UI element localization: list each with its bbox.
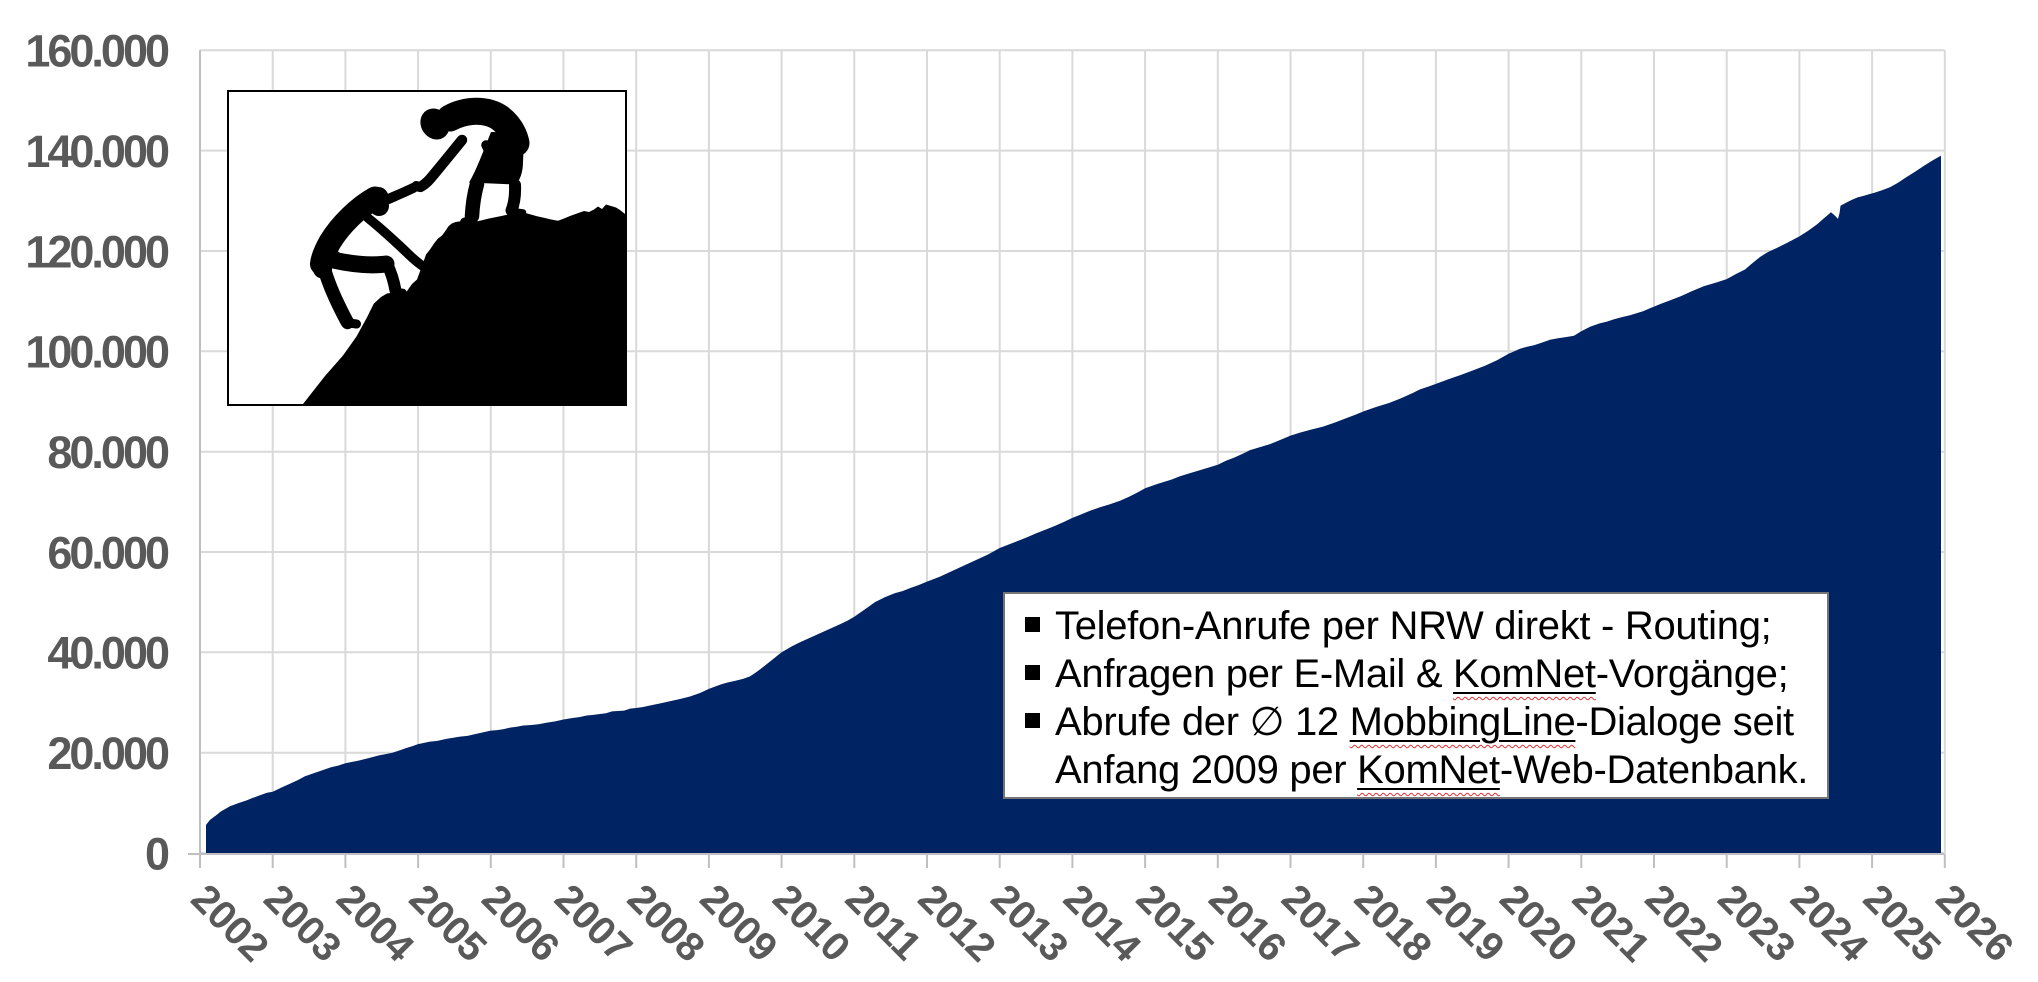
svg-text:0: 0 (145, 828, 169, 879)
svg-text:60.000: 60.000 (47, 527, 169, 578)
svg-text:80.000: 80.000 (47, 427, 169, 478)
svg-text:2004: 2004 (328, 876, 423, 971)
svg-text:2013: 2013 (982, 876, 1076, 970)
svg-text:100.000: 100.000 (25, 327, 169, 378)
svg-text:2016: 2016 (1200, 876, 1294, 970)
svg-text:20.000: 20.000 (47, 728, 169, 779)
svg-text:2007: 2007 (546, 876, 640, 970)
svg-text:2020: 2020 (1491, 876, 1585, 970)
svg-text:2019: 2019 (1419, 876, 1513, 970)
svg-text:2026: 2026 (1927, 876, 2021, 970)
svg-text:2011: 2011 (837, 876, 929, 968)
svg-text:2009: 2009 (692, 876, 786, 970)
svg-text:160.000: 160.000 (25, 26, 169, 77)
svg-text:2008: 2008 (619, 876, 713, 970)
svg-text:40.000: 40.000 (47, 628, 169, 679)
svg-text:2010: 2010 (764, 876, 858, 970)
svg-text:2018: 2018 (1346, 876, 1440, 970)
svg-text:120.000: 120.000 (25, 226, 169, 277)
svg-text:2012: 2012 (910, 876, 1004, 970)
svg-text:2005: 2005 (401, 876, 495, 970)
svg-text:2014: 2014 (1055, 876, 1150, 971)
svg-text:140.000: 140.000 (25, 126, 169, 177)
svg-text:2021: 2021 (1564, 876, 1658, 970)
svg-text:2024: 2024 (1782, 876, 1877, 971)
svg-text:2023: 2023 (1709, 876, 1803, 970)
svg-text:2015: 2015 (1128, 876, 1222, 970)
svg-text:2002: 2002 (183, 876, 277, 970)
svg-text:2025: 2025 (1855, 876, 1949, 970)
svg-text:2006: 2006 (473, 876, 567, 970)
svg-text:2022: 2022 (1637, 876, 1731, 970)
svg-text:2003: 2003 (255, 876, 349, 970)
svg-text:2017: 2017 (1273, 876, 1367, 970)
